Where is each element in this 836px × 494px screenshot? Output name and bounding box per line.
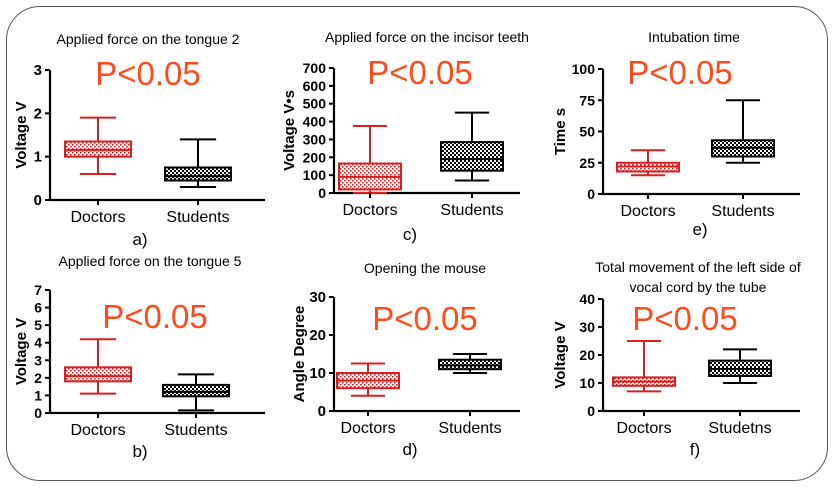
panel-title: Applied force on the tongue 5 (59, 253, 242, 269)
box-iqr (64, 140, 132, 158)
x-category-label: Doctors (340, 420, 395, 437)
box-iqr (440, 141, 504, 172)
box-group-a (612, 340, 676, 393)
panel-a: Applied force on the tongue 2 Voltage V 0 1… (13, 31, 265, 249)
panel-e: Intubation time Time s 0 25 50 75 100 Doctors St… (552, 29, 800, 239)
x-category-label: Doctors (70, 422, 125, 439)
x-category-label: Doctors (620, 203, 675, 220)
panel-f: Total movement of the left side of vocal … (552, 259, 801, 459)
y-tick-label: 75 (579, 92, 595, 108)
y-tick-label: 3 (34, 62, 42, 79)
box-group-b (162, 373, 230, 412)
p-value-annotation: P<0.05 (627, 54, 733, 91)
p-value-annotation: P<0.05 (372, 300, 478, 337)
box-group-b (440, 111, 504, 182)
y-tick-label: 0 (587, 186, 595, 202)
y-tick-label: 30 (579, 319, 595, 335)
y-tick-label: 300 (303, 131, 327, 147)
y-axis-label: Voltage V•s (281, 90, 298, 171)
y-axis-label: Voltage V (552, 321, 569, 388)
y-tick-label: 100 (303, 167, 327, 183)
panel-label: d) (402, 440, 417, 459)
box-group-b (711, 99, 775, 164)
y-tick-label: 5 (34, 317, 42, 333)
x-category-label: Students (438, 420, 501, 437)
y-tick-label: 7 (34, 282, 42, 298)
p-value-annotation: P<0.05 (367, 54, 473, 91)
panel-title: Applied force on the tongue 2 (57, 31, 240, 47)
y-axis-label: Voltage V (13, 101, 30, 168)
panel-title: Intubation time (648, 29, 740, 45)
y-tick-label: 0 (587, 403, 595, 419)
y-tick-label: 50 (579, 124, 595, 140)
x-category-label: Students (166, 209, 229, 226)
panel-label: a) (132, 230, 147, 249)
x-category-label: Doctors (70, 209, 125, 226)
p-value-annotation: P<0.05 (95, 55, 201, 92)
panel-label: c) (403, 225, 417, 244)
p-value-annotation: P<0.05 (102, 298, 208, 335)
y-tick-label: 10 (309, 365, 326, 382)
y-axis-label: Angle Degree (291, 306, 308, 403)
y-tick-label: 25 (579, 155, 595, 171)
y-tick-label: 0 (318, 185, 326, 201)
x-category-label: Doctors (616, 420, 671, 437)
y-tick-label: 6 (34, 300, 42, 316)
panel-b: Applied force on the tongue 5 Voltage V 0 1… (13, 253, 265, 461)
y-tick-label: 40 (579, 291, 595, 307)
box-group-a (64, 116, 132, 175)
y-tick-label: 0 (318, 403, 326, 420)
y-tick-label: 200 (303, 149, 327, 165)
box-group-a (616, 149, 680, 177)
box-iqr (64, 366, 132, 383)
y-tick-label: 2 (34, 105, 42, 122)
panel-title: Applied force on the incisor teeth (325, 29, 529, 45)
panel-label: e) (692, 220, 707, 239)
y-tick-label: 500 (303, 96, 327, 112)
y-tick-label: 1 (34, 387, 42, 403)
x-category-label: Students (164, 422, 227, 439)
panel-c: Applied force on the incisor teeth Voltag… (281, 29, 529, 244)
y-tick-label: 1 (34, 149, 42, 166)
y-axis-label: Time s (552, 108, 569, 155)
panel-label: b) (132, 442, 147, 461)
y-tick-label: 100 (572, 61, 596, 77)
box-group-b (708, 348, 772, 384)
panel-title: Total movement of the left side of (595, 259, 801, 275)
y-tick-label: 4 (34, 335, 42, 351)
panel-label: f) (690, 440, 700, 459)
panel-title: vocal cord by the tube (630, 279, 767, 295)
y-tick-label: 0 (34, 192, 42, 209)
p-value-annotation: P<0.05 (632, 300, 738, 337)
panel-title: Opening the mouse (364, 260, 486, 276)
y-axis-label: Voltage V (13, 318, 30, 385)
y-tick-label: 700 (303, 60, 327, 76)
x-category-label: Students (711, 203, 774, 220)
y-tick-label: 30 (309, 289, 326, 306)
box-iqr (162, 383, 230, 398)
box-group-a (64, 338, 132, 395)
panel-d: Opening the mouse Angle Degree 0 10 20 30 Doct… (291, 260, 520, 459)
x-category-label: Doctors (342, 202, 397, 219)
y-tick-label: 20 (309, 327, 326, 344)
y-tick-label: 20 (579, 347, 595, 363)
y-tick-label: 10 (579, 375, 595, 391)
box-iqr (164, 166, 232, 182)
box-group-b (164, 138, 232, 188)
y-tick-label: 2 (34, 370, 42, 386)
y-tick-label: 400 (303, 114, 327, 130)
x-category-label: Studetns (708, 420, 771, 437)
box-group-a (336, 362, 400, 397)
box-group-a (338, 125, 402, 194)
x-category-label: Students (440, 202, 503, 219)
y-tick-label: 600 (303, 78, 327, 94)
box-group-b (438, 353, 502, 374)
y-tick-label: 0 (34, 405, 42, 421)
y-tick-label: 3 (34, 352, 42, 368)
